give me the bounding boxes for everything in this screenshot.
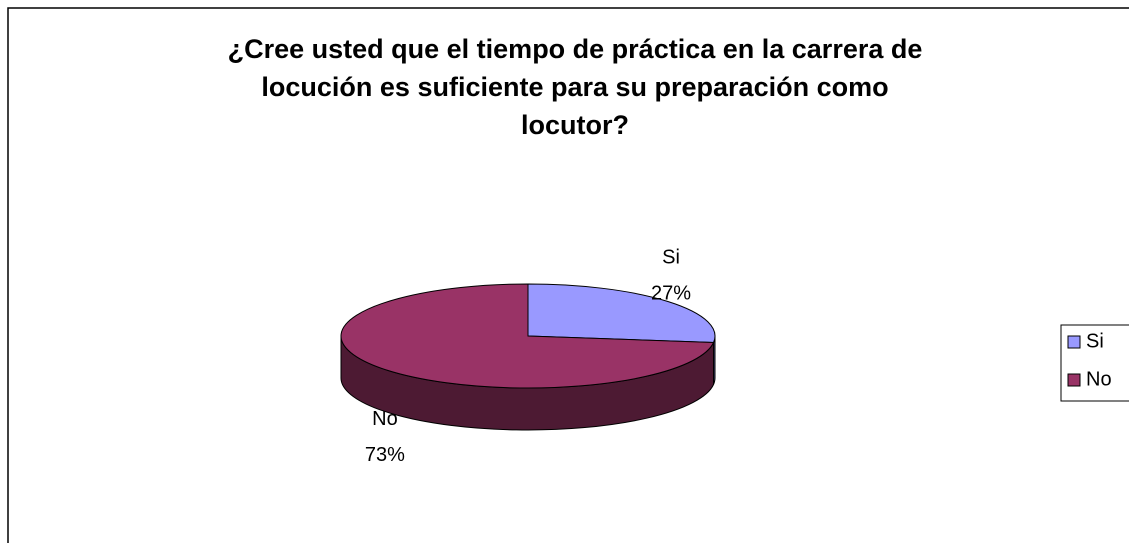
- data-label-category: Si: [662, 246, 680, 268]
- legend-label: Si: [1086, 330, 1104, 352]
- legend-label: No: [1086, 368, 1112, 390]
- pie-slice: [527, 283, 716, 344]
- data-label-value: 27%: [651, 282, 691, 304]
- chart-title: ¿Cree usted que el tiempo de práctica en…: [227, 34, 923, 140]
- legend-swatch: [1067, 335, 1081, 349]
- pie-slice: [340, 283, 715, 389]
- data-label-value: 73%: [365, 444, 405, 466]
- data-label-category: No: [372, 408, 398, 430]
- chart-frame: [7, 7, 1129, 543]
- legend-swatch: [1067, 373, 1081, 387]
